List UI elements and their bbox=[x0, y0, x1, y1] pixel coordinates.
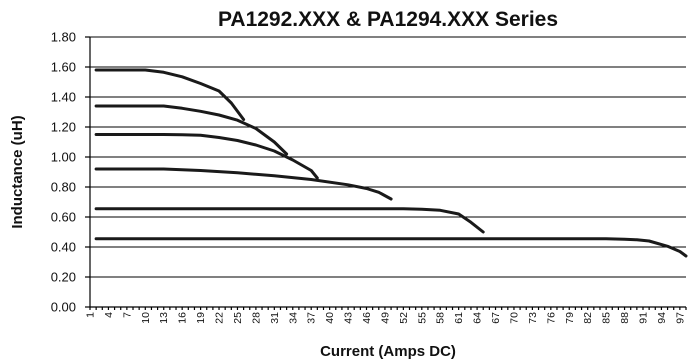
x-tick-label: 4 bbox=[103, 312, 115, 318]
x-tick-label: 94 bbox=[656, 312, 668, 324]
series-line-4 bbox=[94, 167, 393, 201]
chart-title: PA1292.XXX & PA1294.XXX Series bbox=[218, 8, 558, 31]
x-tick-label: 49 bbox=[379, 312, 391, 324]
series-line-6 bbox=[94, 237, 688, 258]
x-tick-label: 34 bbox=[287, 312, 299, 324]
x-tick-label: 55 bbox=[416, 312, 428, 324]
x-tick-label: 91 bbox=[637, 312, 649, 324]
x-tick-label: 52 bbox=[398, 312, 410, 324]
axes bbox=[85, 36, 687, 310]
x-tick-label: 79 bbox=[564, 312, 576, 324]
y-tick-label: 1.00 bbox=[51, 150, 76, 165]
y-tick-label: 1.20 bbox=[51, 120, 76, 135]
x-tick-label: 16 bbox=[177, 312, 189, 324]
y-tick-label: 0.00 bbox=[51, 300, 76, 315]
y-tick-label: 1.60 bbox=[51, 60, 76, 75]
y-tick-label: 0.60 bbox=[51, 210, 76, 225]
series-line-1 bbox=[94, 68, 246, 121]
x-tick-label: 7 bbox=[121, 312, 133, 318]
y-tick-labels: 0.00 0.20 0.40 0.60 0.80 1.00 1.20 1.40 1.60 1.80 bbox=[51, 30, 76, 315]
x-axis-title: Current (Amps DC) bbox=[320, 343, 456, 360]
series-line-3 bbox=[94, 133, 319, 180]
x-tick-label: 28 bbox=[250, 312, 262, 324]
y-tick-label: 0.20 bbox=[51, 270, 76, 285]
x-tick-label: 31 bbox=[269, 312, 281, 324]
x-tick-label: 73 bbox=[527, 312, 539, 324]
x-tick-label: 46 bbox=[361, 312, 373, 324]
x-tick-label: 1 bbox=[85, 312, 97, 318]
x-tick-label: 64 bbox=[472, 312, 484, 324]
x-tick-labels: 1 4 7 10 13 16 19 22 25 28 31 34 37 40 43 46 49 52 55 58 61 6… bbox=[85, 312, 687, 324]
x-tick-label: 22 bbox=[214, 312, 226, 324]
y-axis-title: Inductance (uH) bbox=[9, 115, 26, 228]
x-tick-label: 25 bbox=[232, 312, 244, 324]
x-tick-label: 43 bbox=[343, 312, 355, 324]
series-line-2 bbox=[94, 104, 289, 156]
series-line-5 bbox=[94, 207, 485, 234]
y-tick-label: 0.40 bbox=[51, 240, 76, 255]
grid-lines bbox=[90, 36, 686, 278]
x-tick-label: 19 bbox=[195, 312, 207, 324]
y-tick-label: 1.80 bbox=[51, 30, 76, 45]
x-tick-label: 82 bbox=[582, 312, 594, 324]
x-tick-label: 13 bbox=[158, 312, 170, 324]
x-tick-label: 40 bbox=[324, 312, 336, 324]
x-tick-label: 88 bbox=[619, 312, 631, 324]
x-tick-label: 61 bbox=[453, 312, 465, 324]
x-tick-label: 58 bbox=[435, 312, 447, 324]
x-tick-label: 10 bbox=[140, 312, 152, 324]
x-tick-label: 97 bbox=[674, 312, 686, 324]
x-tick-label: 76 bbox=[545, 312, 557, 324]
y-tick-label: 1.40 bbox=[51, 90, 76, 105]
data-series bbox=[94, 68, 688, 258]
x-tick-label: 70 bbox=[508, 312, 520, 324]
x-tick-label: 85 bbox=[601, 312, 613, 324]
x-tick-label: 67 bbox=[490, 312, 502, 324]
y-tick-label: 0.80 bbox=[51, 180, 76, 195]
x-tick-label: 37 bbox=[306, 312, 318, 324]
